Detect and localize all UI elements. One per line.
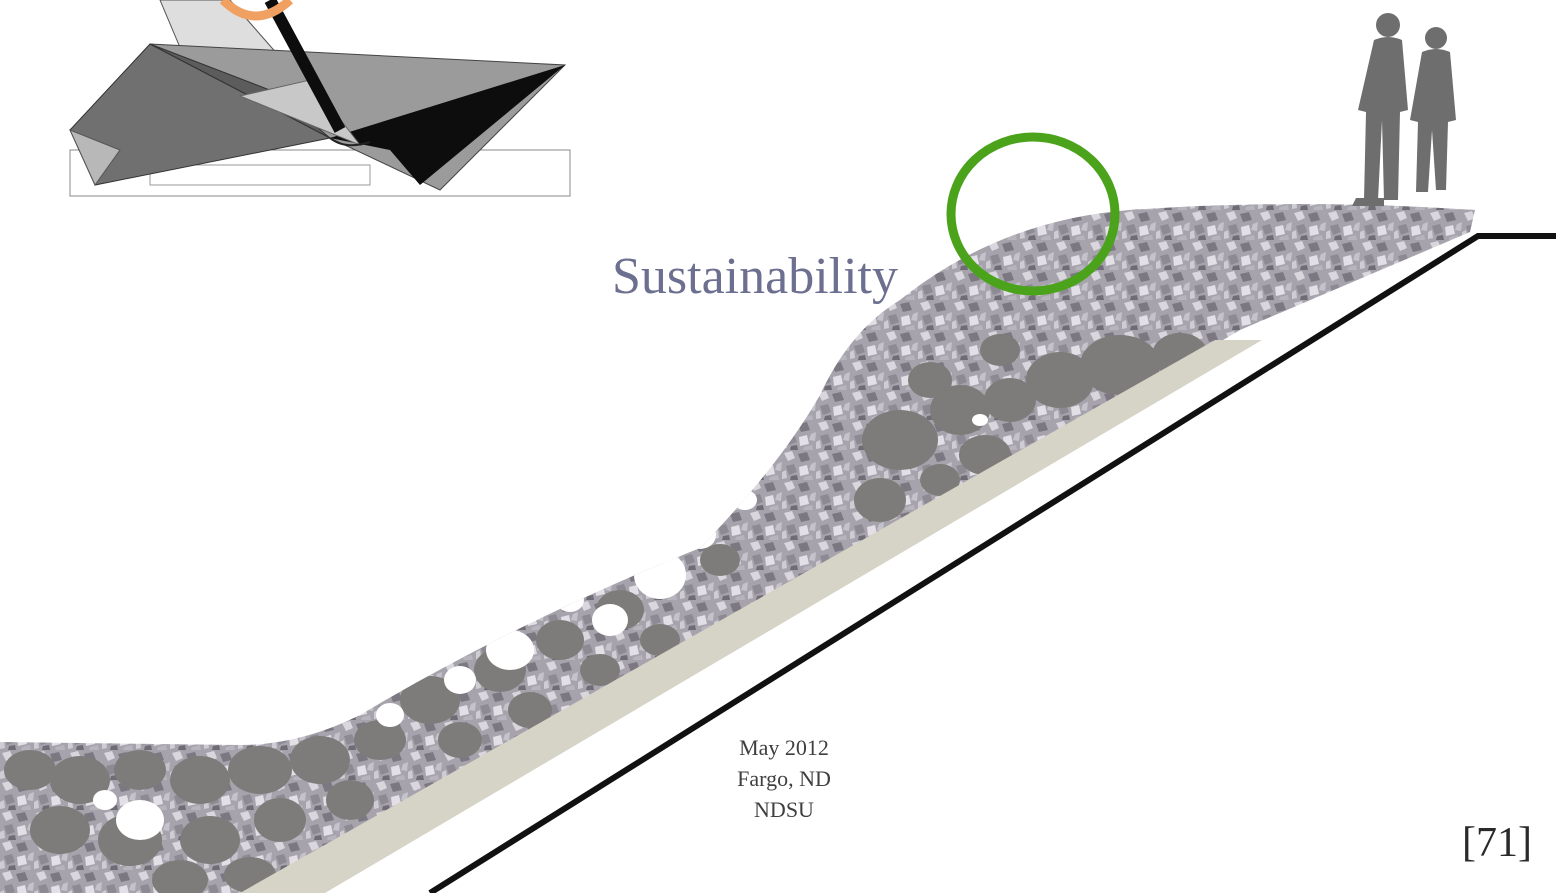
standing-people-silhouette-icon bbox=[1352, 13, 1456, 206]
slide-title: Sustainability bbox=[612, 248, 898, 305]
green-highlight-circle bbox=[946, 132, 1120, 296]
info-block: May 2012 Fargo, ND NDSU bbox=[724, 732, 844, 825]
info-institution: NDSU bbox=[754, 797, 814, 822]
canopy-model bbox=[69, 0, 571, 197]
info-date: May 2012 bbox=[739, 735, 829, 760]
page-number: [71] bbox=[1462, 820, 1532, 866]
info-location: Fargo, ND bbox=[737, 766, 831, 791]
